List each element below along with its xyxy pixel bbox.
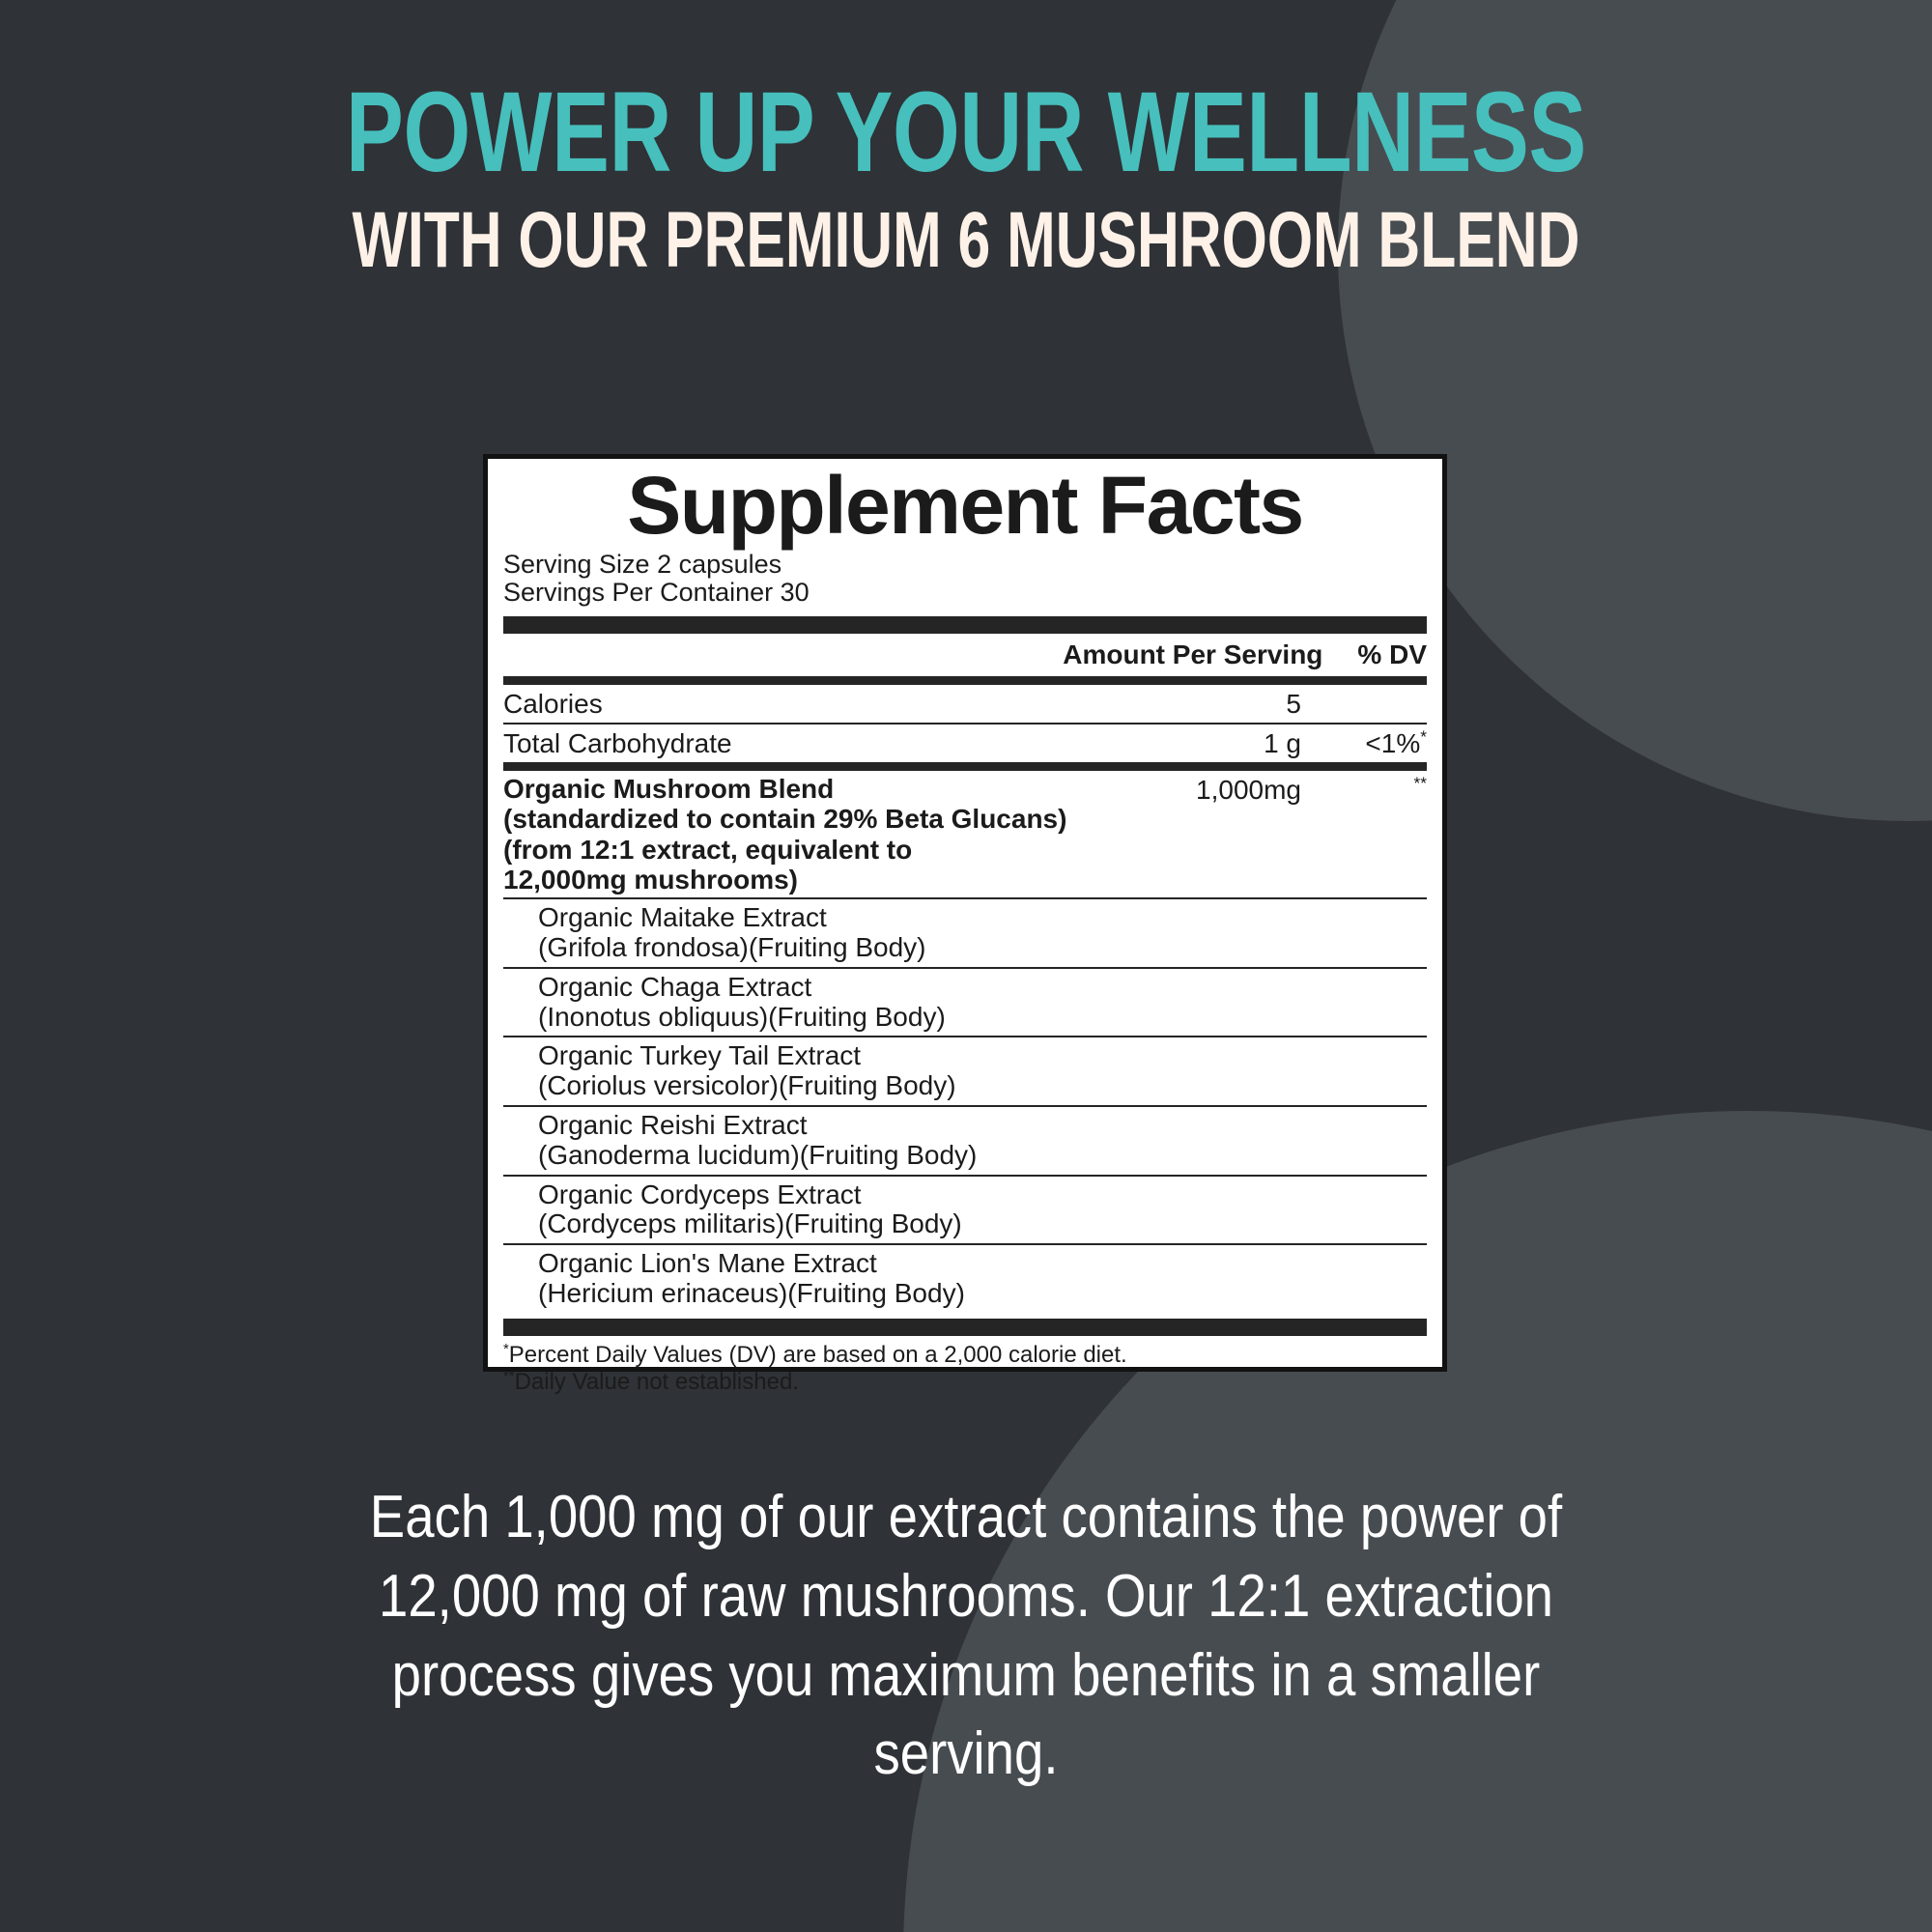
row-dv: <1%* bbox=[1306, 727, 1427, 759]
column-header-row: Amount Per Serving % DV bbox=[503, 634, 1427, 676]
table-row-calories: Calories 5 bbox=[503, 685, 1427, 723]
row-amount: 1 g bbox=[1264, 727, 1301, 758]
divider-thick-bottom bbox=[503, 1318, 1427, 1336]
row-dv-footnote-marker: * bbox=[1420, 726, 1427, 747]
blend-name: Organic Mushroom Blend (standardized to … bbox=[503, 773, 1067, 895]
divider-thick-top bbox=[503, 615, 1427, 634]
footnote-double-star: **Daily Value not established. bbox=[503, 1369, 1427, 1396]
footnote-text-double: Daily Value not established. bbox=[514, 1369, 799, 1396]
page-title: POWER UP YOUR WELLNESS bbox=[346, 69, 1586, 196]
divider-thin-5 bbox=[503, 1174, 1427, 1177]
supplement-facts-title: Supplement Facts bbox=[627, 460, 1304, 551]
divider-mid-1 bbox=[503, 675, 1427, 685]
footnote-single-star: *Percent Daily Values (DV) are based on … bbox=[503, 1342, 1427, 1369]
servings-per-container: Servings Per Container 30 bbox=[503, 577, 810, 607]
list-item: Organic Reishi Extract (Ganoderma lucidu… bbox=[503, 1107, 1427, 1175]
table-row-total-carbohydrate: Total Carbohydrate 1 g <1%* bbox=[503, 724, 1427, 762]
list-item: Organic Lion's Mane Extract (Hericium er… bbox=[503, 1245, 1427, 1313]
footnotes: *Percent Daily Values (DV) are based on … bbox=[503, 1336, 1427, 1397]
column-header-percent-dv: % DV bbox=[1357, 639, 1427, 669]
footnote-marker-single: * bbox=[503, 1341, 509, 1357]
blend-amount: 1,000mg bbox=[1196, 774, 1301, 805]
list-item: Organic Chaga Extract (Inonotus obliquus… bbox=[503, 969, 1427, 1037]
blend-dv: ** bbox=[1306, 774, 1427, 806]
divider-thin-2 bbox=[503, 966, 1427, 969]
list-item: Organic Turkey Tail Extract (Coriolus ve… bbox=[503, 1037, 1427, 1105]
table-row-mushroom-blend: Organic Mushroom Blend (standardized to … bbox=[503, 771, 1427, 897]
divider-thin-blend bbox=[503, 897, 1427, 900]
row-dv-value: <1% bbox=[1365, 727, 1421, 758]
footer-description: Each 1,000 mg of our extract contains th… bbox=[369, 1484, 1563, 1788]
ingredient-chaga: Organic Chaga Extract (Inonotus obliquus… bbox=[538, 971, 946, 1032]
serving-size: Serving Size 2 capsules bbox=[503, 549, 782, 579]
ingredient-lions-mane: Organic Lion's Mane Extract (Hericium er… bbox=[538, 1248, 965, 1308]
footnote-marker-double: ** bbox=[503, 1369, 515, 1385]
row-label: Total Carbohydrate bbox=[503, 727, 732, 758]
column-header-amount-per-serving: Amount Per Serving bbox=[1063, 639, 1323, 669]
supplement-facts-panel: Supplement Facts Serving Size 2 capsules… bbox=[483, 454, 1447, 1395]
divider-thin-1 bbox=[503, 722, 1427, 724]
divider-thin-6 bbox=[503, 1243, 1427, 1246]
divider-thin-3 bbox=[503, 1036, 1427, 1038]
row-label: Calories bbox=[503, 688, 603, 719]
list-item: Organic Maitake Extract (Grifola frondos… bbox=[503, 899, 1427, 967]
footnote-text-single: Percent Daily Values (DV) are based on a… bbox=[508, 1341, 1127, 1368]
list-item: Organic Cordyceps Extract (Cordyceps mil… bbox=[503, 1177, 1427, 1244]
blend-footnote-marker: ** bbox=[1413, 773, 1427, 793]
serving-info: Serving Size 2 capsules Servings Per Con… bbox=[503, 549, 1427, 607]
ingredient-cordyceps: Organic Cordyceps Extract (Cordyceps mil… bbox=[538, 1179, 962, 1239]
page-subtitle: WITH OUR PREMIUM 6 MUSHROOM BLEND bbox=[352, 196, 1580, 284]
divider-mid-2 bbox=[503, 761, 1427, 771]
ingredient-turkey-tail: Organic Turkey Tail Extract (Coriolus ve… bbox=[538, 1040, 956, 1101]
ingredient-reishi: Organic Reishi Extract (Ganoderma lucidu… bbox=[538, 1110, 978, 1170]
row-amount: 5 bbox=[1286, 688, 1301, 719]
column-header-spacer bbox=[503, 640, 1063, 670]
ingredient-maitake: Organic Maitake Extract (Grifola frondos… bbox=[538, 902, 926, 963]
divider-thin-4 bbox=[503, 1105, 1427, 1108]
headline-block: POWER UP YOUR WELLNESS WITH OUR PREMIUM … bbox=[0, 75, 1932, 280]
